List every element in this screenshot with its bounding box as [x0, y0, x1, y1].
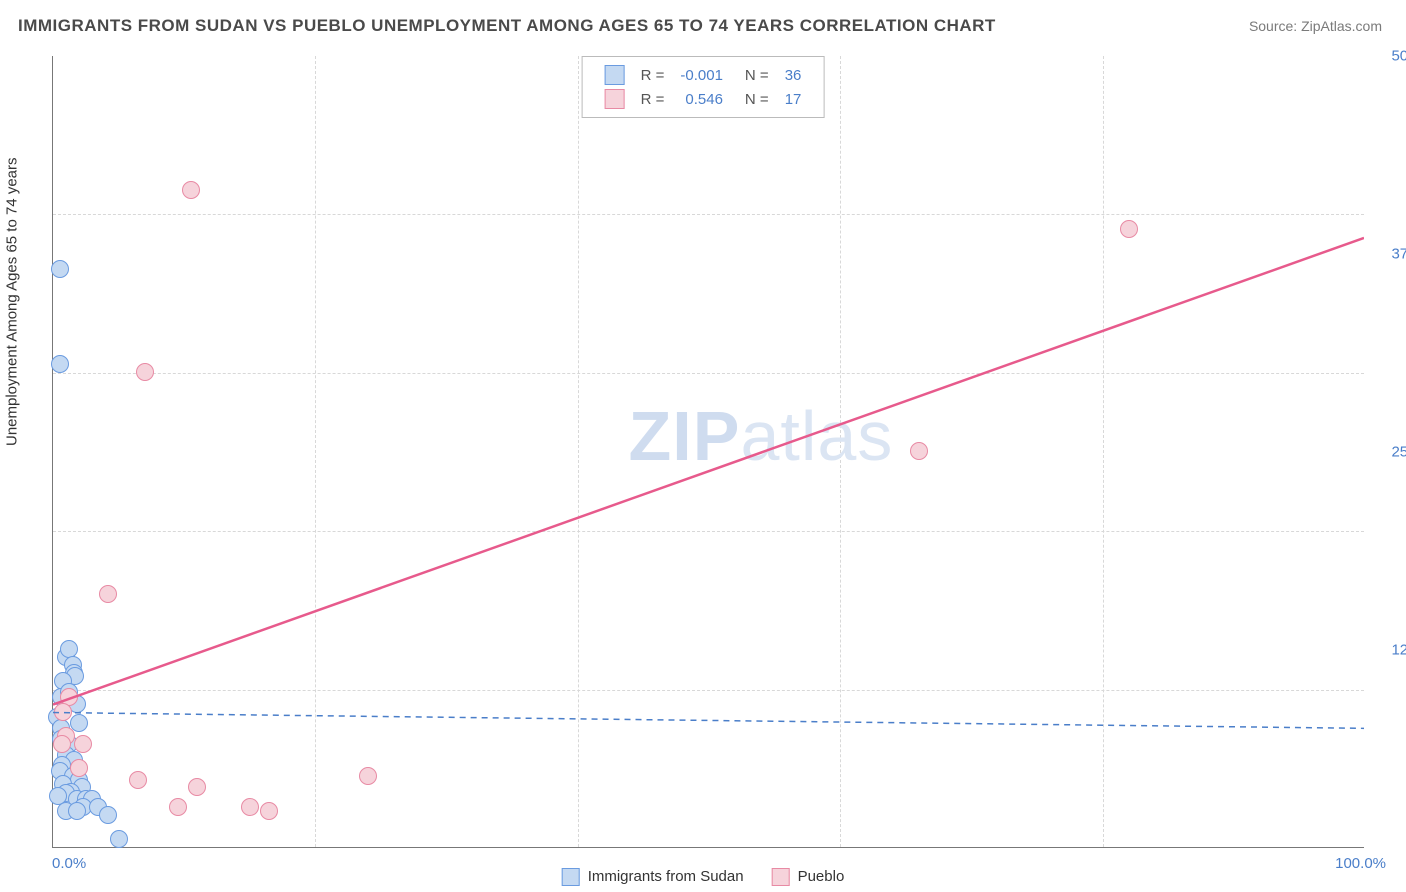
gridline-h: [53, 531, 1364, 532]
legend-n-label: N =: [731, 87, 777, 111]
y-tick-label: 12.5%: [1374, 642, 1406, 659]
legend-item: Immigrants from Sudan: [562, 868, 744, 886]
source-label: Source: ZipAtlas.com: [1249, 18, 1382, 34]
watermark: ZIPatlas: [629, 396, 894, 476]
data-point: [1120, 220, 1138, 238]
x-tick-min: 0.0%: [52, 855, 86, 872]
legend-n-value: 36: [777, 63, 810, 87]
gridline-v: [1103, 56, 1104, 847]
data-point: [182, 181, 200, 199]
legend-n-value: 17: [777, 87, 810, 111]
x-tick-max: 100.0%: [1335, 855, 1386, 872]
y-axis-label: Unemployment Among Ages 65 to 74 years: [4, 157, 21, 446]
data-point: [51, 260, 69, 278]
data-point: [51, 355, 69, 373]
legend-r-value: -0.001: [672, 63, 731, 87]
data-point: [910, 442, 928, 460]
trend-line: [53, 238, 1364, 705]
data-point: [136, 363, 154, 381]
gridline-v: [315, 56, 316, 847]
data-point: [74, 735, 92, 753]
data-point: [53, 735, 71, 753]
data-point: [110, 830, 128, 848]
y-tick-label: 25.0%: [1374, 444, 1406, 461]
trend-line: [53, 713, 1364, 729]
data-point: [99, 585, 117, 603]
chart-title: IMMIGRANTS FROM SUDAN VS PUEBLO UNEMPLOY…: [18, 16, 996, 36]
legend-series-name: Immigrants from Sudan: [588, 868, 744, 885]
legend-swatch: [605, 65, 625, 85]
data-point: [99, 806, 117, 824]
trend-lines-layer: [53, 56, 1364, 847]
data-point: [169, 798, 187, 816]
series-legend: Immigrants from Sudan Pueblo: [562, 868, 845, 886]
data-point: [241, 798, 259, 816]
data-point: [54, 703, 72, 721]
y-tick-label: 37.5%: [1374, 246, 1406, 263]
gridline-h: [53, 373, 1364, 374]
data-point: [68, 802, 86, 820]
legend-item: Pueblo: [772, 868, 845, 886]
data-point: [260, 802, 278, 820]
gridline-h: [53, 690, 1364, 691]
gridline-h: [53, 214, 1364, 215]
gridline-v: [578, 56, 579, 847]
legend-r-label: R =: [633, 63, 673, 87]
correlation-legend: R =-0.001N =36R =0.546N =17: [582, 56, 825, 118]
y-tick-label: 50.0%: [1374, 48, 1406, 65]
legend-row: R =0.546N =17: [597, 87, 810, 111]
gridline-v: [840, 56, 841, 847]
scatter-plot-area: ZIPatlas 12.5%25.0%37.5%50.0%: [52, 56, 1364, 848]
legend-r-value: 0.546: [672, 87, 731, 111]
data-point: [70, 759, 88, 777]
data-point: [359, 767, 377, 785]
legend-swatch: [562, 868, 580, 886]
data-point: [188, 778, 206, 796]
legend-row: R =-0.001N =36: [597, 63, 810, 87]
legend-swatch: [605, 89, 625, 109]
legend-n-label: N =: [731, 63, 777, 87]
legend-swatch: [772, 868, 790, 886]
data-point: [129, 771, 147, 789]
legend-series-name: Pueblo: [798, 868, 845, 885]
legend-r-label: R =: [633, 87, 673, 111]
